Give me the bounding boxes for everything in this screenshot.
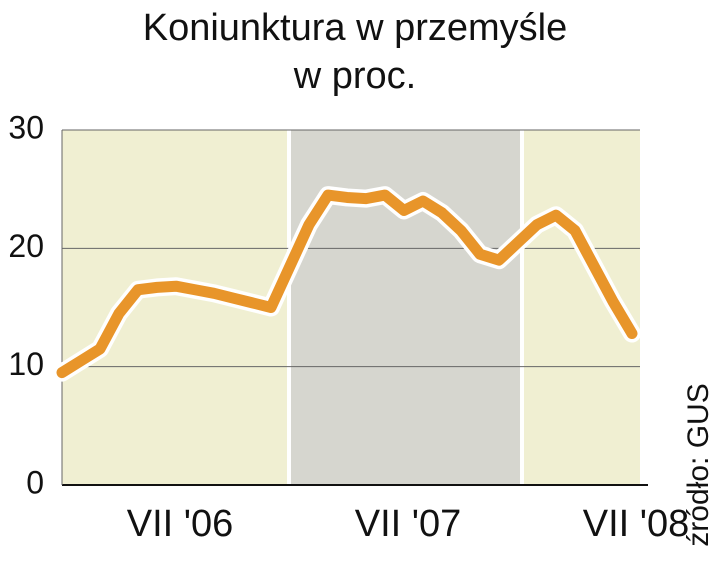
y-tick-label: 0: [26, 464, 44, 500]
x-tick-label: VII '07: [355, 503, 462, 545]
x-tick-label: VII '08: [583, 503, 690, 545]
y-tick-label: 20: [8, 228, 44, 264]
x-tick-label: VII '06: [127, 503, 234, 545]
line: [56, 189, 638, 379]
chart-title: Koniunktura w przemyśle: [143, 7, 568, 49]
y-tick-label: 30: [8, 109, 44, 145]
chart-subtitle: w proc.: [293, 55, 416, 97]
band: [291, 130, 520, 485]
y-tick-label: 10: [8, 346, 44, 382]
source: źródło: GUS: [682, 383, 715, 546]
